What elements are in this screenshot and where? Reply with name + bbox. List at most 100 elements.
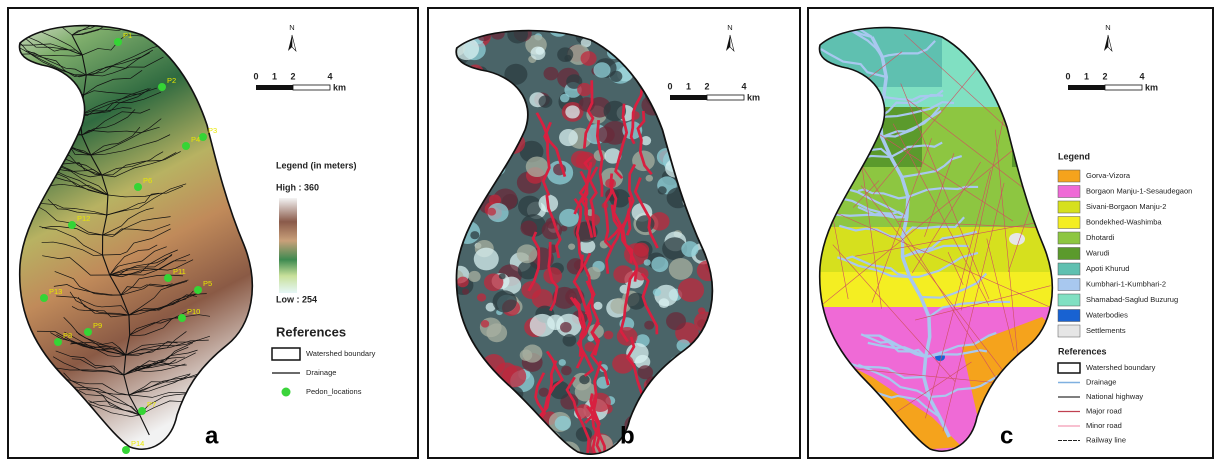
- scale-tick: 1: [272, 71, 277, 81]
- pedon-location: [40, 294, 48, 302]
- figure: N0124kmN0124kmN0124km Legend (in meters)…: [0, 0, 1219, 463]
- legend-entry: Waterbodies: [1086, 310, 1128, 319]
- image-patch: [669, 258, 693, 280]
- image-patch: [681, 241, 698, 257]
- image-patch: [666, 312, 686, 330]
- legend-entry: Drainage: [1086, 377, 1116, 386]
- image-patch: [526, 156, 549, 177]
- scale-bar: [293, 85, 330, 90]
- scale-bar: [670, 95, 707, 100]
- scale-bar: [1105, 85, 1142, 90]
- scale-bar: [707, 95, 744, 100]
- legend-entry: Drainage: [306, 368, 336, 377]
- scale-tick: 0: [253, 71, 258, 81]
- legend-swatch: [1058, 310, 1080, 322]
- legend-swatch: [282, 388, 291, 397]
- image-patch: [559, 359, 566, 366]
- pedon-location: [68, 221, 76, 229]
- pedon-location: [194, 286, 202, 294]
- image-patch: [593, 302, 602, 310]
- image-patch: [493, 290, 517, 312]
- pedon-label: P11: [173, 267, 186, 276]
- legend-low: Low : 254: [276, 294, 317, 304]
- image-patch: [646, 175, 653, 182]
- legend-swatch: [1058, 186, 1080, 198]
- legend-entry: Pedon_locations: [306, 387, 362, 396]
- image-patch: [460, 458, 480, 463]
- panel-label: b: [620, 422, 635, 449]
- image-patch: [518, 196, 541, 217]
- scale-tick: 0: [1065, 71, 1070, 81]
- pedon-label: P9: [93, 321, 102, 330]
- pedon-location: [138, 407, 146, 415]
- north-label: N: [1105, 23, 1110, 32]
- image-patch: [544, 67, 559, 80]
- legend-entry: Kumbhari-1-Kumbhari-2: [1086, 279, 1166, 288]
- image-patch: [517, 244, 538, 263]
- pedon-location: [178, 314, 186, 322]
- image-patch: [487, 208, 496, 216]
- image-patch: [499, 273, 506, 279]
- legend-entry: Watershed boundary: [1086, 363, 1156, 372]
- image-patch: [457, 277, 469, 288]
- legend-entry: Settlements: [1086, 326, 1126, 335]
- image-patch: [560, 94, 570, 103]
- scale-tick: 2: [1102, 71, 1107, 81]
- legend-swatch: [1058, 248, 1080, 260]
- image-patch: [568, 243, 575, 249]
- pedon-label: P1: [123, 31, 132, 40]
- legend-swatch: [1058, 279, 1080, 291]
- references-title: References: [276, 324, 346, 339]
- scale-tick: 4: [1139, 71, 1144, 81]
- legend-entry: Watershed boundary: [306, 349, 376, 358]
- legend-entry: Dhotardi: [1086, 233, 1115, 242]
- image-patch: [638, 365, 653, 379]
- image-patch: [486, 323, 507, 342]
- image-patch: [559, 129, 578, 146]
- legend-entry: Warudi: [1086, 248, 1110, 257]
- scale-unit: km: [333, 82, 346, 92]
- legend-swatch: [1058, 263, 1080, 275]
- legend-entry: Apoti Khurud: [1086, 264, 1129, 273]
- pedon-label: P6: [143, 176, 152, 185]
- scale-tick: 1: [686, 81, 691, 91]
- image-patch: [577, 83, 592, 96]
- image-patch: [522, 344, 542, 362]
- north-label: N: [289, 23, 294, 32]
- elevation-ramp: [279, 198, 297, 293]
- legend-entry: Minor road: [1086, 421, 1122, 430]
- image-patch: [530, 314, 555, 337]
- panel-label: a: [205, 422, 219, 449]
- image-patch: [653, 288, 661, 296]
- legend-title: Legend: [1058, 151, 1090, 161]
- references-title: References: [1058, 346, 1107, 356]
- legend-swatch: [1058, 232, 1080, 244]
- image-patch: [678, 278, 704, 302]
- pedon-label: P13: [49, 287, 62, 296]
- legend-entry: Railway line: [1086, 435, 1126, 444]
- image-patch: [563, 334, 577, 346]
- image-patch: [561, 366, 572, 376]
- image-patch: [535, 47, 544, 55]
- pedon-label: P4: [191, 135, 200, 144]
- legend-entry: Borgaon Manju-1-Sesaudegaon: [1086, 186, 1192, 195]
- scale-bar: [256, 85, 293, 90]
- scale-tick: 1: [1084, 71, 1089, 81]
- legend-title: Legend (in meters): [276, 160, 357, 170]
- image-patch: [636, 215, 655, 232]
- scale-bar: [1068, 85, 1105, 90]
- image-patch: [604, 331, 614, 340]
- legend-entry: National highway: [1086, 392, 1143, 401]
- pedon-label: P10: [187, 307, 200, 316]
- legend-swatch: [1058, 201, 1080, 213]
- pedon-location: [114, 38, 122, 46]
- pedon-location: [164, 274, 172, 282]
- legend-swatch: [1058, 363, 1080, 373]
- image-patch: [581, 51, 597, 66]
- image-patch: [560, 322, 572, 333]
- settlement: [1009, 233, 1025, 245]
- image-patch: [557, 47, 573, 62]
- pedon-label: P8: [63, 331, 72, 340]
- pedon-label: P14: [131, 439, 144, 448]
- legend-swatch: [1058, 294, 1080, 306]
